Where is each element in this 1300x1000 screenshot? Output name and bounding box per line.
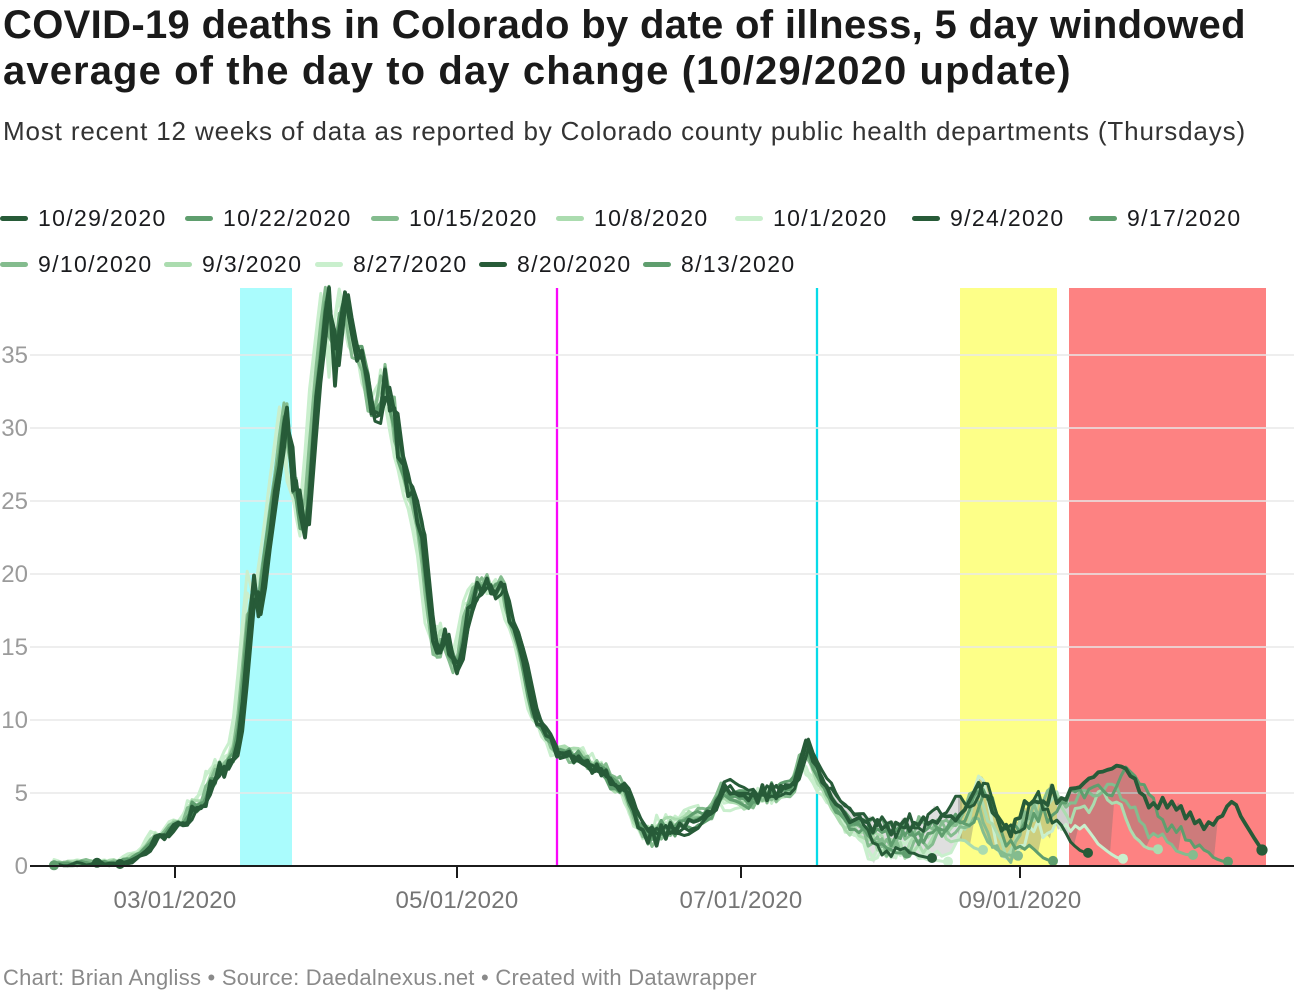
svg-text:30: 30	[1, 415, 28, 442]
svg-text:07/01/2020: 07/01/2020	[679, 887, 802, 914]
svg-text:03/01/2020: 03/01/2020	[113, 887, 236, 914]
svg-text:0: 0	[15, 853, 28, 880]
svg-text:10: 10	[1, 707, 28, 734]
svg-text:5: 5	[15, 780, 28, 807]
svg-text:09/01/2020: 09/01/2020	[958, 887, 1081, 914]
svg-text:20: 20	[1, 561, 28, 588]
svg-text:15: 15	[1, 634, 28, 661]
svg-text:35: 35	[1, 342, 28, 369]
svg-text:05/01/2020: 05/01/2020	[395, 887, 518, 914]
svg-text:25: 25	[1, 488, 28, 515]
